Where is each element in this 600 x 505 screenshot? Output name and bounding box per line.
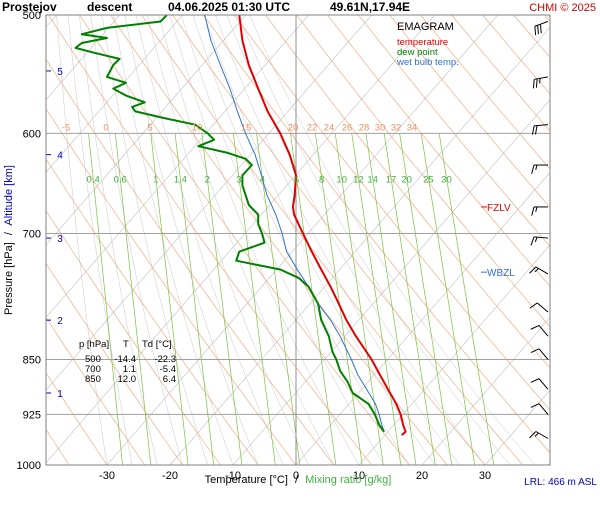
dry-adiabat-label: 22 xyxy=(307,122,318,133)
fzlv-marker-label: FZLV xyxy=(487,203,511,214)
svg-text:Pressure [hPa] /: Pressure [hPa] / Altitude [km] xyxy=(3,165,15,315)
mixing-ratio-label: 2 xyxy=(205,174,210,185)
altitude-tick-label: 3 xyxy=(57,234,63,245)
dry-adiabat-label: 0 xyxy=(103,122,108,133)
dry-adiabat-label: 28 xyxy=(359,122,370,133)
pressure-tick-label: 1000 xyxy=(17,460,41,472)
x-axis-label-mixing-ratio: Mixing ratio [g/kg] xyxy=(305,474,391,486)
mixing-ratio-label: 14 xyxy=(367,174,378,185)
mixing-ratio-label: 0.6 xyxy=(114,174,127,185)
wbzl-marker-label: WBZL xyxy=(487,268,515,279)
table-cell: 6.4 xyxy=(163,374,176,385)
legend-title: EMAGRAM xyxy=(397,21,454,33)
mixing-ratio-label: 4 xyxy=(260,174,265,185)
mixing-ratio-label: 3 xyxy=(236,174,241,185)
mixing-ratio-label: 20 xyxy=(401,174,412,185)
mixing-ratio-label: 10 xyxy=(336,174,347,185)
table-header-pressure: p [hPa] xyxy=(79,339,109,350)
mixing-ratio-label: 17 xyxy=(386,174,397,185)
mixing-ratio-label: 1 xyxy=(153,174,158,185)
table-cell: 850 xyxy=(85,374,101,385)
pressure-tick-label: 925 xyxy=(23,409,41,421)
altitude-tick-label: 2 xyxy=(57,316,63,327)
mixing-ratio-label: 0.4 xyxy=(87,174,100,185)
y-axis-title: Pressure [hPa] / Altitude [km] xyxy=(3,165,15,315)
legend-item-wet-bulb: wet bulb temp. xyxy=(396,57,459,68)
pressure-tick-label: 600 xyxy=(23,128,41,140)
altitude-tick-label: 1 xyxy=(57,389,63,400)
altitude-tick-label: 5 xyxy=(57,67,63,78)
dry-adiabat-label: 30 xyxy=(375,122,386,133)
mixing-ratio-label: 25 xyxy=(423,174,434,185)
dry-adiabat-label: 26 xyxy=(342,122,353,133)
lrl-label: LRL: 466 m ASL xyxy=(524,477,597,488)
y-axis-label-altitude: Altitude [km] xyxy=(3,165,15,226)
dry-adiabat-label: 15 xyxy=(241,122,252,133)
temperature-tick-label: -30 xyxy=(99,470,115,482)
dry-adiabat-label: 24 xyxy=(324,122,335,133)
x-axis-title: Temperature [°C] / Mixing ratio [g/kg] xyxy=(205,474,392,486)
sounding-mode: descent xyxy=(87,0,132,14)
dry-adiabat-label: 5 xyxy=(147,122,152,133)
pressure-tick-label: 700 xyxy=(23,228,41,240)
table-cell: 12.0 xyxy=(118,374,137,385)
dry-adiabat-label: 32 xyxy=(391,122,402,133)
mixing-ratio-label: 1.4 xyxy=(174,174,187,185)
dry-adiabat-label: 20 xyxy=(288,122,299,133)
credit-label: CHMI © 2025 xyxy=(529,2,596,14)
altitude-tick-label: 4 xyxy=(57,151,63,162)
x-axis-label-temperature: Temperature [°C] xyxy=(205,474,288,486)
sounding-datetime: 04.06.2025 01:30 UTC xyxy=(168,0,290,14)
mixing-ratio-label: 6 xyxy=(294,174,299,185)
temperature-tick-label: 20 xyxy=(416,470,428,482)
dry-adiabat-label: 10 xyxy=(192,122,203,133)
pressure-tick-label: 500 xyxy=(23,10,41,22)
temperature-tick-label: -20 xyxy=(162,470,178,482)
mixing-ratio-label: 12 xyxy=(353,174,364,185)
y-axis-label-separator: / xyxy=(3,231,15,235)
table-header-dewpoint: Td [°C] xyxy=(142,339,172,350)
temperature-tick-label: 30 xyxy=(479,470,491,482)
table-header-temperature: T xyxy=(123,339,129,350)
mixing-ratio-label: 8 xyxy=(319,174,324,185)
dry-adiabat-label: -5 xyxy=(62,122,70,133)
dry-adiabat-label: 34 xyxy=(407,122,418,133)
y-axis-label-pressure: Pressure [hPa] xyxy=(3,242,15,315)
mixing-ratio-label: 30 xyxy=(441,174,452,185)
pressure-tick-label: 850 xyxy=(23,354,41,366)
x-axis-label-separator: / xyxy=(295,474,299,486)
station-coordinates: 49.61N,17.94E xyxy=(330,0,410,14)
